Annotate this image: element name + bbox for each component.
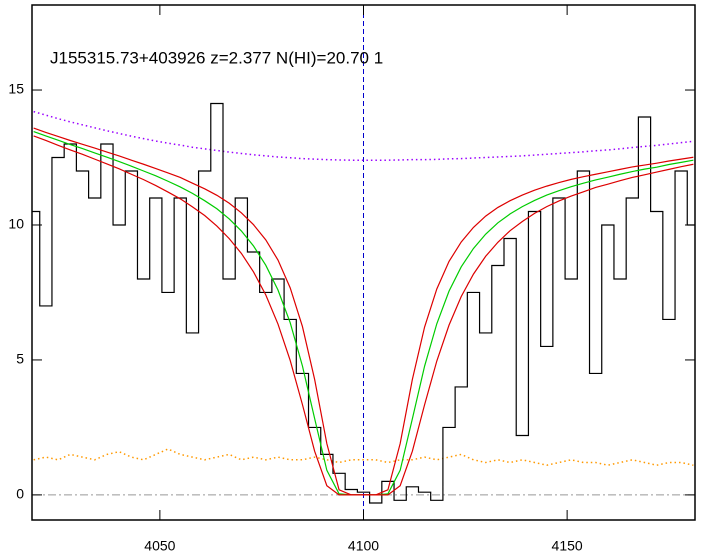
y-tick-label: 0 (16, 486, 24, 502)
series-line (33, 448, 694, 466)
y-tick-label: 15 (8, 81, 24, 97)
plot-area (32, 5, 695, 520)
x-tick-label: 4050 (144, 538, 175, 554)
series-line (33, 135, 694, 496)
x-tick-label: 4100 (348, 538, 379, 554)
x-tick-label: 4150 (552, 538, 583, 554)
series-line (32, 102, 695, 504)
chart-title: J155315.73+403926 z=2.377 N(HI)=20.70 1 (50, 48, 383, 67)
y-tick-label: 5 (16, 351, 24, 367)
series-line (33, 110, 694, 161)
y-tick-label: 10 (8, 216, 24, 232)
